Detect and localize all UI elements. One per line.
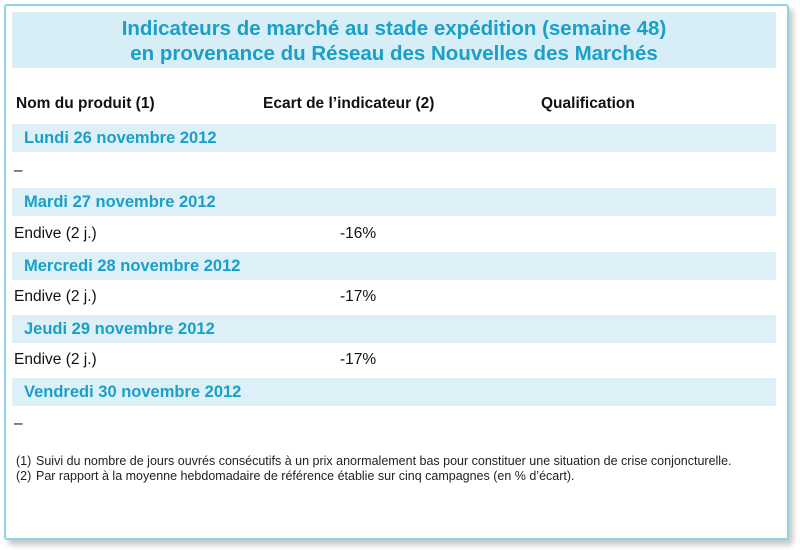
column-header-qualification: Qualification xyxy=(541,95,635,112)
title-line-2: en provenance du Réseau des Nouvelles de… xyxy=(130,42,658,65)
day-band-monday: Lundi 26 novembre 2012 xyxy=(12,124,776,152)
gap-cell: -17% xyxy=(340,351,377,368)
footnote-text: Suivi du nombre de jours ouvrés consécut… xyxy=(36,454,732,468)
product-cell: Endive (2 j.) xyxy=(14,288,97,305)
footnote-1: (1) Suivi du nombre de jours ouvrés cons… xyxy=(16,454,764,469)
column-header-gap: Ecart de l’indicateur (2) xyxy=(263,95,435,112)
table-title: Indicateurs de marché au stade expéditio… xyxy=(12,12,776,68)
title-line-1: Indicateurs de marché au stade expéditio… xyxy=(121,17,667,40)
gap-cell: -16% xyxy=(340,225,377,242)
product-cell: Endive (2 j.) xyxy=(14,225,97,242)
day-band-tuesday: Mardi 27 novembre 2012 xyxy=(12,188,776,216)
footnote-number: (2) xyxy=(16,469,32,483)
footnote-2: (2) Par rapport à la moyenne hebdomadair… xyxy=(16,469,764,484)
footnotes: (1) Suivi du nombre de jours ouvrés cons… xyxy=(16,454,764,484)
product-cell: – xyxy=(14,162,23,179)
gap-cell: -17% xyxy=(340,288,377,305)
footnote-number: (1) xyxy=(16,454,32,468)
day-band-thursday: Jeudi 29 novembre 2012 xyxy=(12,315,776,343)
column-header-product: Nom du produit (1) xyxy=(16,95,155,112)
footnote-text: Par rapport à la moyenne hebdomadaire de… xyxy=(36,469,575,483)
product-cell: Endive (2 j.) xyxy=(14,351,97,368)
day-band-wednesday: Mercredi 28 novembre 2012 xyxy=(12,252,776,280)
day-band-friday: Vendredi 30 novembre 2012 xyxy=(12,378,776,406)
product-cell: – xyxy=(14,415,23,432)
